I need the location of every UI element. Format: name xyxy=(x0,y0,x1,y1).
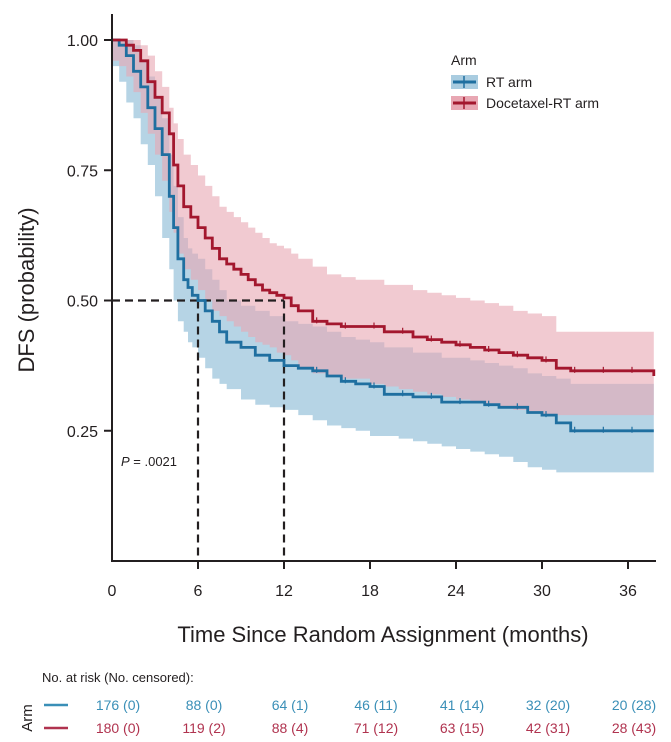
y-tick-label: 0.50 xyxy=(67,294,98,311)
risk-cell: 28 (43) xyxy=(612,720,656,736)
risk-cell: 119 (2) xyxy=(182,720,225,736)
risk-cell: 88 (0) xyxy=(186,697,223,713)
legend-item-docetaxel-rt-arm: Docetaxel-RT arm xyxy=(451,95,599,111)
x-ticks: 0 6 12 18 24 30 36 xyxy=(108,561,637,600)
risk-cell: 63 (15) xyxy=(440,720,484,736)
rt-arm-ci-band xyxy=(112,40,654,473)
y-tick-label: 0.25 xyxy=(67,424,98,441)
legend-title: Arm xyxy=(451,52,477,68)
p-label: P xyxy=(121,454,130,469)
x-tick-label: 6 xyxy=(194,583,203,600)
y-ticks: 0.25 0.50 0.75 1.00 xyxy=(67,33,112,441)
risk-table-rows: 176 (0) 88 (0) 64 (1) 46 (11) 41 (14) 32 (20)… xyxy=(44,697,656,736)
legend: Arm RT arm Docetaxel-RT arm xyxy=(451,52,599,111)
x-axis-label: Time Since Random Assignment (months) xyxy=(177,622,588,647)
legend-label-docetaxel-rt-arm: Docetaxel-RT arm xyxy=(486,95,599,111)
docetaxel-rt-arm-survival-curve xyxy=(112,38,656,376)
p-value: = .0021 xyxy=(130,454,177,469)
legend-label-rt-arm: RT arm xyxy=(486,74,532,90)
legend-item-rt-arm: RT arm xyxy=(451,74,532,90)
risk-cell: 32 (20) xyxy=(526,697,570,713)
risk-table-group-label: Arm xyxy=(19,704,36,732)
risk-cell: 88 (4) xyxy=(272,720,309,736)
risk-table: No. at risk (No. censored): Arm 176 (0) 8… xyxy=(19,670,656,736)
risk-cell: 41 (14) xyxy=(440,697,484,713)
risk-cell: 46 (11) xyxy=(354,697,397,713)
y-tick-label: 0.75 xyxy=(67,163,98,180)
x-tick-label: 18 xyxy=(361,583,379,600)
risk-row-rt-arm: 176 (0) 88 (0) 64 (1) 46 (11) 41 (14) 32 (20)… xyxy=(44,697,656,713)
x-tick-label: 24 xyxy=(447,583,465,600)
risk-cell: 180 (0) xyxy=(96,720,140,736)
risk-cell: 42 (31) xyxy=(526,720,570,736)
x-tick-label: 30 xyxy=(533,583,551,600)
rt-arm-survival-curve xyxy=(112,38,654,433)
risk-row-docetaxel-rt-arm: 180 (0) 119 (2) 88 (4) 71 (12) 63 (15) 42 (31… xyxy=(44,720,656,736)
y-axis-label: DFS (probability) xyxy=(14,207,39,372)
axes xyxy=(111,14,656,562)
x-tick-label: 12 xyxy=(275,583,293,600)
docetaxel-rt-arm-ci-band xyxy=(112,40,654,416)
risk-cell: 71 (12) xyxy=(354,720,398,736)
risk-cell: 176 (0) xyxy=(96,697,140,713)
risk-table-title: No. at risk (No. censored): xyxy=(42,670,194,685)
survival-curves xyxy=(112,38,656,433)
x-tick-label: 0 xyxy=(108,583,117,600)
p-value-annotation: P = .0021 xyxy=(121,454,177,469)
risk-cell: 64 (1) xyxy=(272,697,309,713)
y-tick-label: 1.00 xyxy=(67,33,98,50)
x-tick-label: 36 xyxy=(619,583,637,600)
risk-cell: 20 (28) xyxy=(612,697,656,713)
confidence-bands xyxy=(112,40,654,473)
